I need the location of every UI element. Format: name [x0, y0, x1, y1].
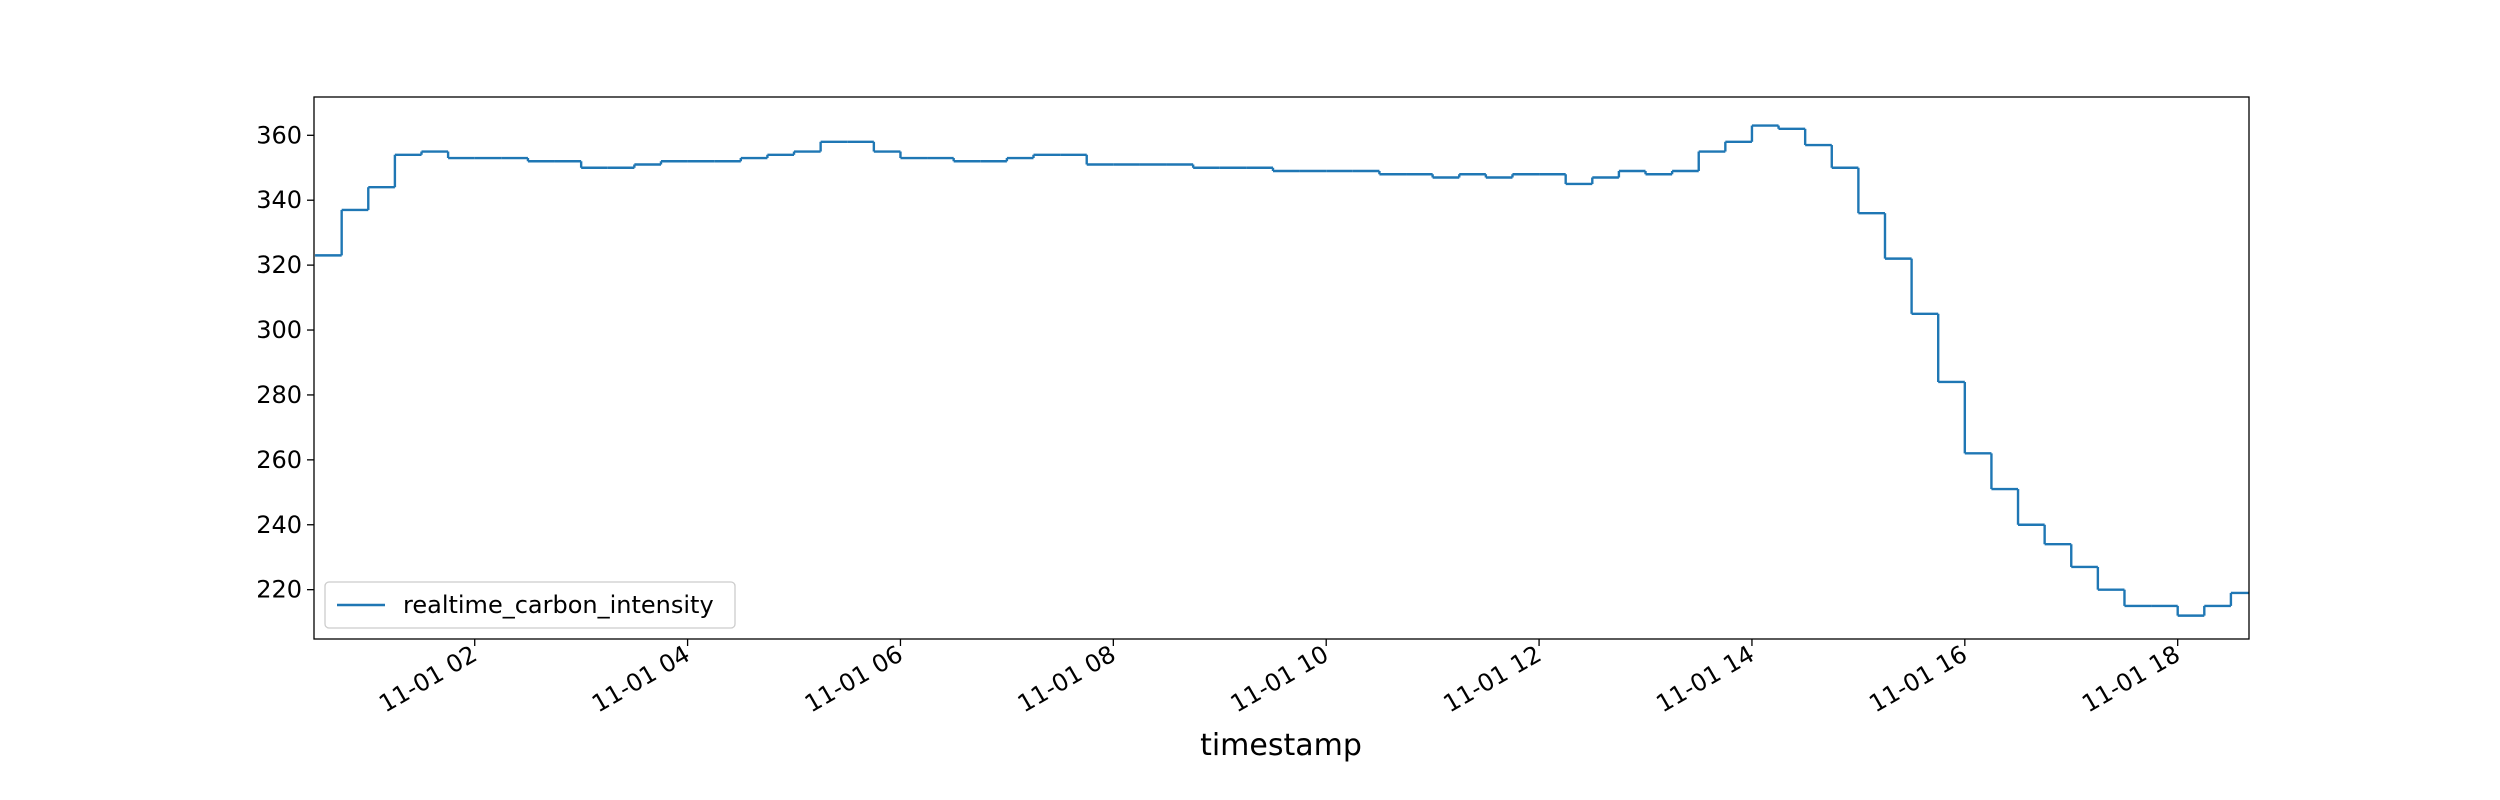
y-tick-label: 340 — [256, 186, 302, 214]
y-tick-label: 220 — [256, 576, 302, 604]
legend-label: realtime_carbon_intensity — [403, 591, 714, 619]
y-tick-label: 300 — [256, 316, 302, 344]
y-tick-label: 280 — [256, 381, 302, 409]
plot-frame — [313, 96, 2250, 640]
legend-box — [324, 581, 736, 629]
x-axis-label: timestamp — [1200, 728, 1362, 763]
y-tick-label: 320 — [256, 251, 302, 279]
y-tick-label: 240 — [256, 511, 302, 539]
y-tick-label: 260 — [256, 446, 302, 474]
y-tick-label: 360 — [256, 121, 302, 149]
